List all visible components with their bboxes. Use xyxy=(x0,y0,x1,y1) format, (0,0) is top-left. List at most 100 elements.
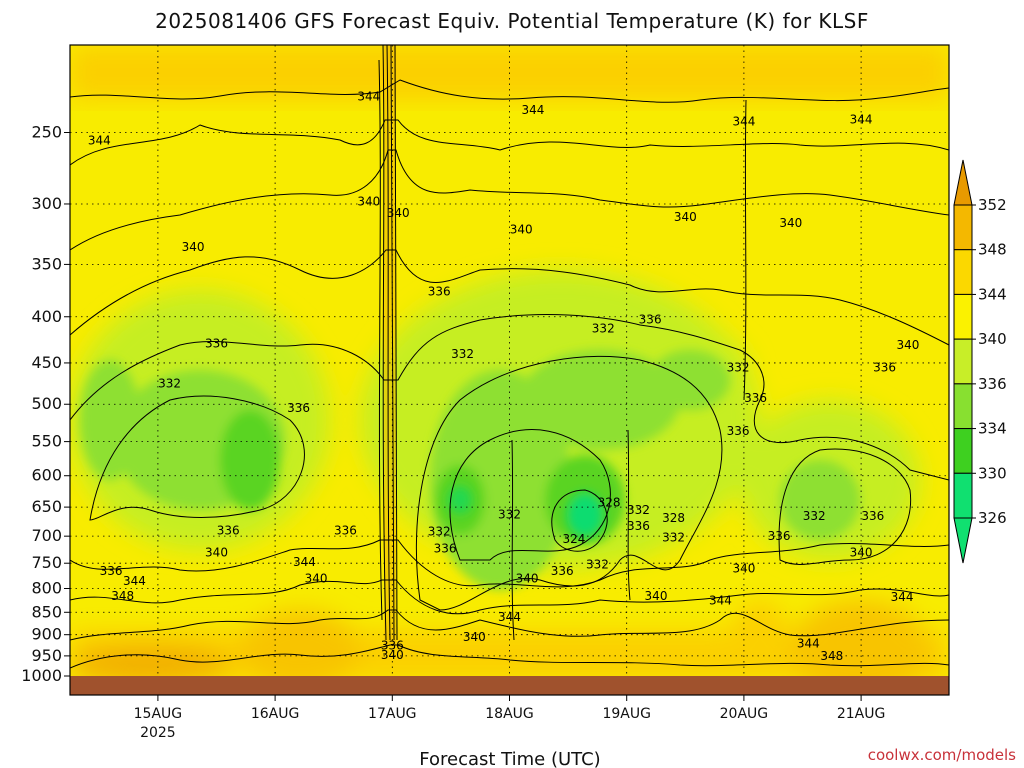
contour-label: 340 xyxy=(674,210,697,224)
contour-label: 344 xyxy=(797,636,820,650)
contour-label: 340 xyxy=(182,240,205,254)
plot-frame xyxy=(69,44,950,696)
y-tick-label: 750 xyxy=(31,553,62,572)
contour-label: 328 xyxy=(662,511,685,525)
colorbar-segment xyxy=(953,249,973,295)
contour-label: 332 xyxy=(498,507,521,521)
colorbar-label: 340 xyxy=(978,330,1007,348)
colorbar-segment xyxy=(953,338,973,385)
colorbar-segment xyxy=(953,472,973,519)
y-tick-label: 600 xyxy=(31,466,62,485)
contour-label: 336 xyxy=(861,509,884,523)
contour-label: 348 xyxy=(111,589,134,603)
colorbar-label: 334 xyxy=(978,420,1007,438)
contour-label: 340 xyxy=(779,216,802,230)
colorbar-bottom-arrow xyxy=(953,517,973,564)
contour-label: 332 xyxy=(662,530,685,544)
contour-label: 344 xyxy=(850,113,873,127)
colorbar-label: 336 xyxy=(978,375,1007,393)
contour-label: 344 xyxy=(891,590,914,604)
credit-text: coolwx.com/models xyxy=(868,746,1016,764)
x-tick-label: 18AUG xyxy=(485,706,534,722)
contour-label: 344 xyxy=(709,594,732,608)
contour-label: 340 xyxy=(732,561,755,575)
contour-label: 340 xyxy=(381,648,404,662)
contour-label: 336 xyxy=(551,564,574,578)
contour-label: 336 xyxy=(381,638,404,652)
contour-label: 332 xyxy=(592,321,615,335)
contour-label: 340 xyxy=(205,546,228,560)
x-tick-label: 16AUG xyxy=(251,706,300,722)
contour-label: 344 xyxy=(498,610,521,624)
x-tick-label: 17AUG xyxy=(368,706,417,722)
contour-label: 340 xyxy=(850,546,873,560)
y-tick-label: 950 xyxy=(31,646,62,665)
contour-label: 348 xyxy=(820,649,843,663)
contour-label: 340 xyxy=(387,206,410,220)
y-tick-label: 800 xyxy=(31,579,62,598)
colorbar-label: 348 xyxy=(978,241,1007,259)
y-tick-label: 450 xyxy=(31,353,62,372)
y-tick-label: 850 xyxy=(31,602,62,621)
contour-label: 336 xyxy=(287,401,310,415)
tick-labels: 250 300 350 400 450 500 550 600 650 700 750 800 850 9… xyxy=(21,122,885,741)
ground-bar xyxy=(70,676,949,695)
contour-label: 344 xyxy=(521,103,544,117)
y-tick-label: 300 xyxy=(31,194,62,213)
contour-label: 340 xyxy=(897,338,920,352)
contour-label: 340 xyxy=(357,194,380,208)
x-tick-label: 19AUG xyxy=(602,706,651,722)
contour-label: 332 xyxy=(428,525,451,539)
y-tick-label: 250 xyxy=(31,122,62,141)
chart-title: 2025081406 GFS Forecast Equiv. Potential… xyxy=(155,9,869,33)
contour-label: 340 xyxy=(305,572,328,586)
contour-label: 344 xyxy=(293,555,316,569)
contour-label: 336 xyxy=(428,284,451,298)
colorbar-label: 352 xyxy=(978,196,1007,214)
contour-label: 336 xyxy=(217,524,240,538)
contour-label: 332 xyxy=(727,360,750,374)
contour-label: 332 xyxy=(627,503,650,517)
y-tick-label: 650 xyxy=(31,497,62,516)
contour-lines xyxy=(70,45,949,669)
contour-label: 336 xyxy=(727,424,750,438)
colorbar-label: 326 xyxy=(978,509,1007,527)
contour-label: 340 xyxy=(463,630,486,644)
contour-label: 344 xyxy=(357,89,380,103)
contour-label: 332 xyxy=(803,509,826,523)
y-tick-label: 1000 xyxy=(21,666,62,685)
y-tick-label: 400 xyxy=(31,307,62,326)
contour-label: 344 xyxy=(123,574,146,588)
contour-label: 336 xyxy=(873,360,896,374)
colorbar-segment xyxy=(953,383,973,430)
colorbar-segment xyxy=(953,204,973,251)
colorbar-segment xyxy=(953,428,973,474)
contour-label: 336 xyxy=(639,313,662,327)
x-tick-sublabel: 2025 xyxy=(140,725,176,741)
grid xyxy=(70,45,949,676)
contour-label: 328 xyxy=(598,495,621,509)
contour-label: 344 xyxy=(732,114,755,128)
colorbar-label: 344 xyxy=(978,285,1007,303)
contour-label: 332 xyxy=(158,376,181,390)
y-tick-label: 350 xyxy=(31,254,62,273)
contour-label: 340 xyxy=(645,589,668,603)
colorbar: 352 348 344 340 336 334 330 326 xyxy=(953,159,1007,564)
contour-label: 336 xyxy=(627,519,650,533)
contour-label: 336 xyxy=(205,336,228,350)
x-tick-label: 20AUG xyxy=(720,706,769,722)
contour-label: 336 xyxy=(768,529,791,543)
colorbar-top-arrow xyxy=(953,159,973,206)
contour-label: 340 xyxy=(516,572,539,586)
contour-label: 336 xyxy=(434,541,457,555)
contour-label: 324 xyxy=(563,532,586,546)
contour-label: 336 xyxy=(334,524,357,538)
y-tick-label: 500 xyxy=(31,394,62,413)
contour-label: 336 xyxy=(100,564,123,578)
x-tick-label: 21AUG xyxy=(837,706,886,722)
contour-label: 332 xyxy=(451,347,474,361)
x-axis-label: Forecast Time (UTC) xyxy=(419,749,600,768)
contour-label: 336 xyxy=(744,391,767,405)
